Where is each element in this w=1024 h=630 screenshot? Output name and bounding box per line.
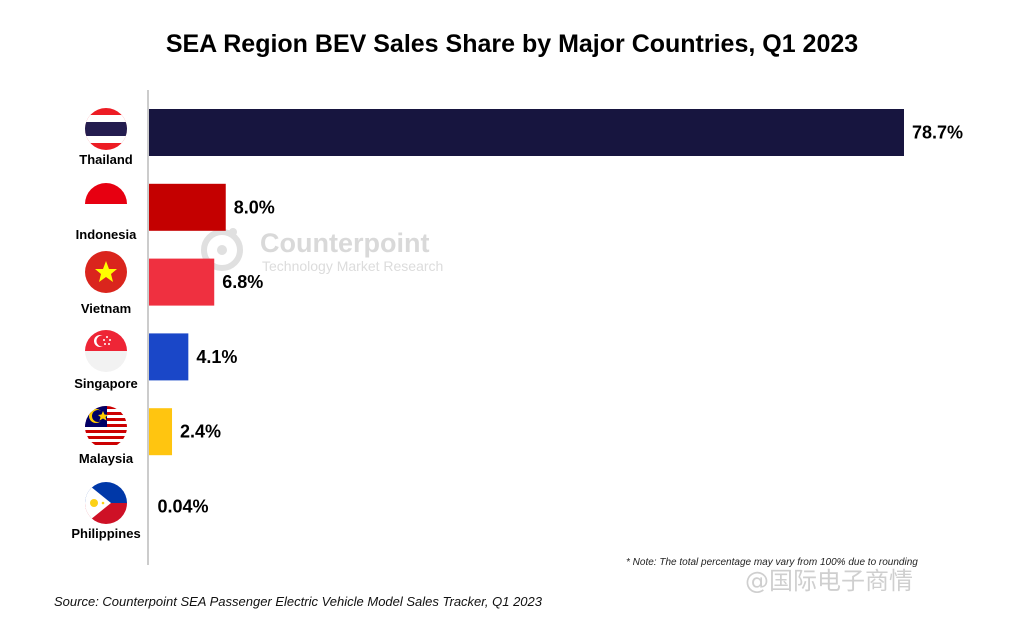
value-label-philippines: 0.04% [158,497,209,517]
counterpoint-watermark: Counterpoint Technology Market Research [201,228,443,274]
category-label-thailand: Thailand [79,152,133,167]
source-text: Source: Counterpoint SEA Passenger Elect… [54,594,542,609]
bar-labels-group: 78.7% 8.0% 6.8% 4.1% 2.4% 0.04% [158,123,964,517]
chart-title: SEA Region BEV Sales Share by Major Coun… [165,30,859,58]
bar-singapore [149,333,189,381]
bar-vietnam [149,258,215,306]
watermark-brand: Counterpoint [260,228,429,258]
category-label-indonesia: Indonesia [76,227,137,242]
corner-watermark: @国际电子商情 [745,567,913,595]
value-label-vietnam: 6.8% [222,272,263,292]
category-label-singapore: Singapore [74,376,138,391]
bar-indonesia [149,183,226,231]
value-label-singapore: 4.1% [196,347,237,367]
bars-group [149,109,904,530]
vietnam-flag-icon [85,251,127,293]
value-label-malaysia: 2.4% [180,422,221,442]
value-label-thailand: 78.7% [912,123,963,143]
bar-thailand [149,109,904,156]
watermark-tagline: Technology Market Research [262,258,443,274]
value-label-indonesia: 8.0% [234,197,275,217]
rounding-note: * Note: The total percentage may vary fr… [626,557,918,568]
category-labels-group: Thailand Indonesia Vietnam Singapore Malaysi… [71,152,140,541]
singapore-flag-icon [85,330,127,372]
malaysia-flag-icon [85,406,127,448]
category-label-malaysia: Malaysia [79,451,134,466]
bar-malaysia [149,408,173,456]
category-label-vietnam: Vietnam [81,301,131,316]
philippines-flag-icon [85,482,127,524]
bar-philippines [149,483,150,530]
thailand-flag-icon [85,108,127,150]
counterpoint-logo-icon [201,228,243,271]
indonesia-flag-icon [85,183,127,225]
category-label-philippines: Philippines [71,526,140,541]
